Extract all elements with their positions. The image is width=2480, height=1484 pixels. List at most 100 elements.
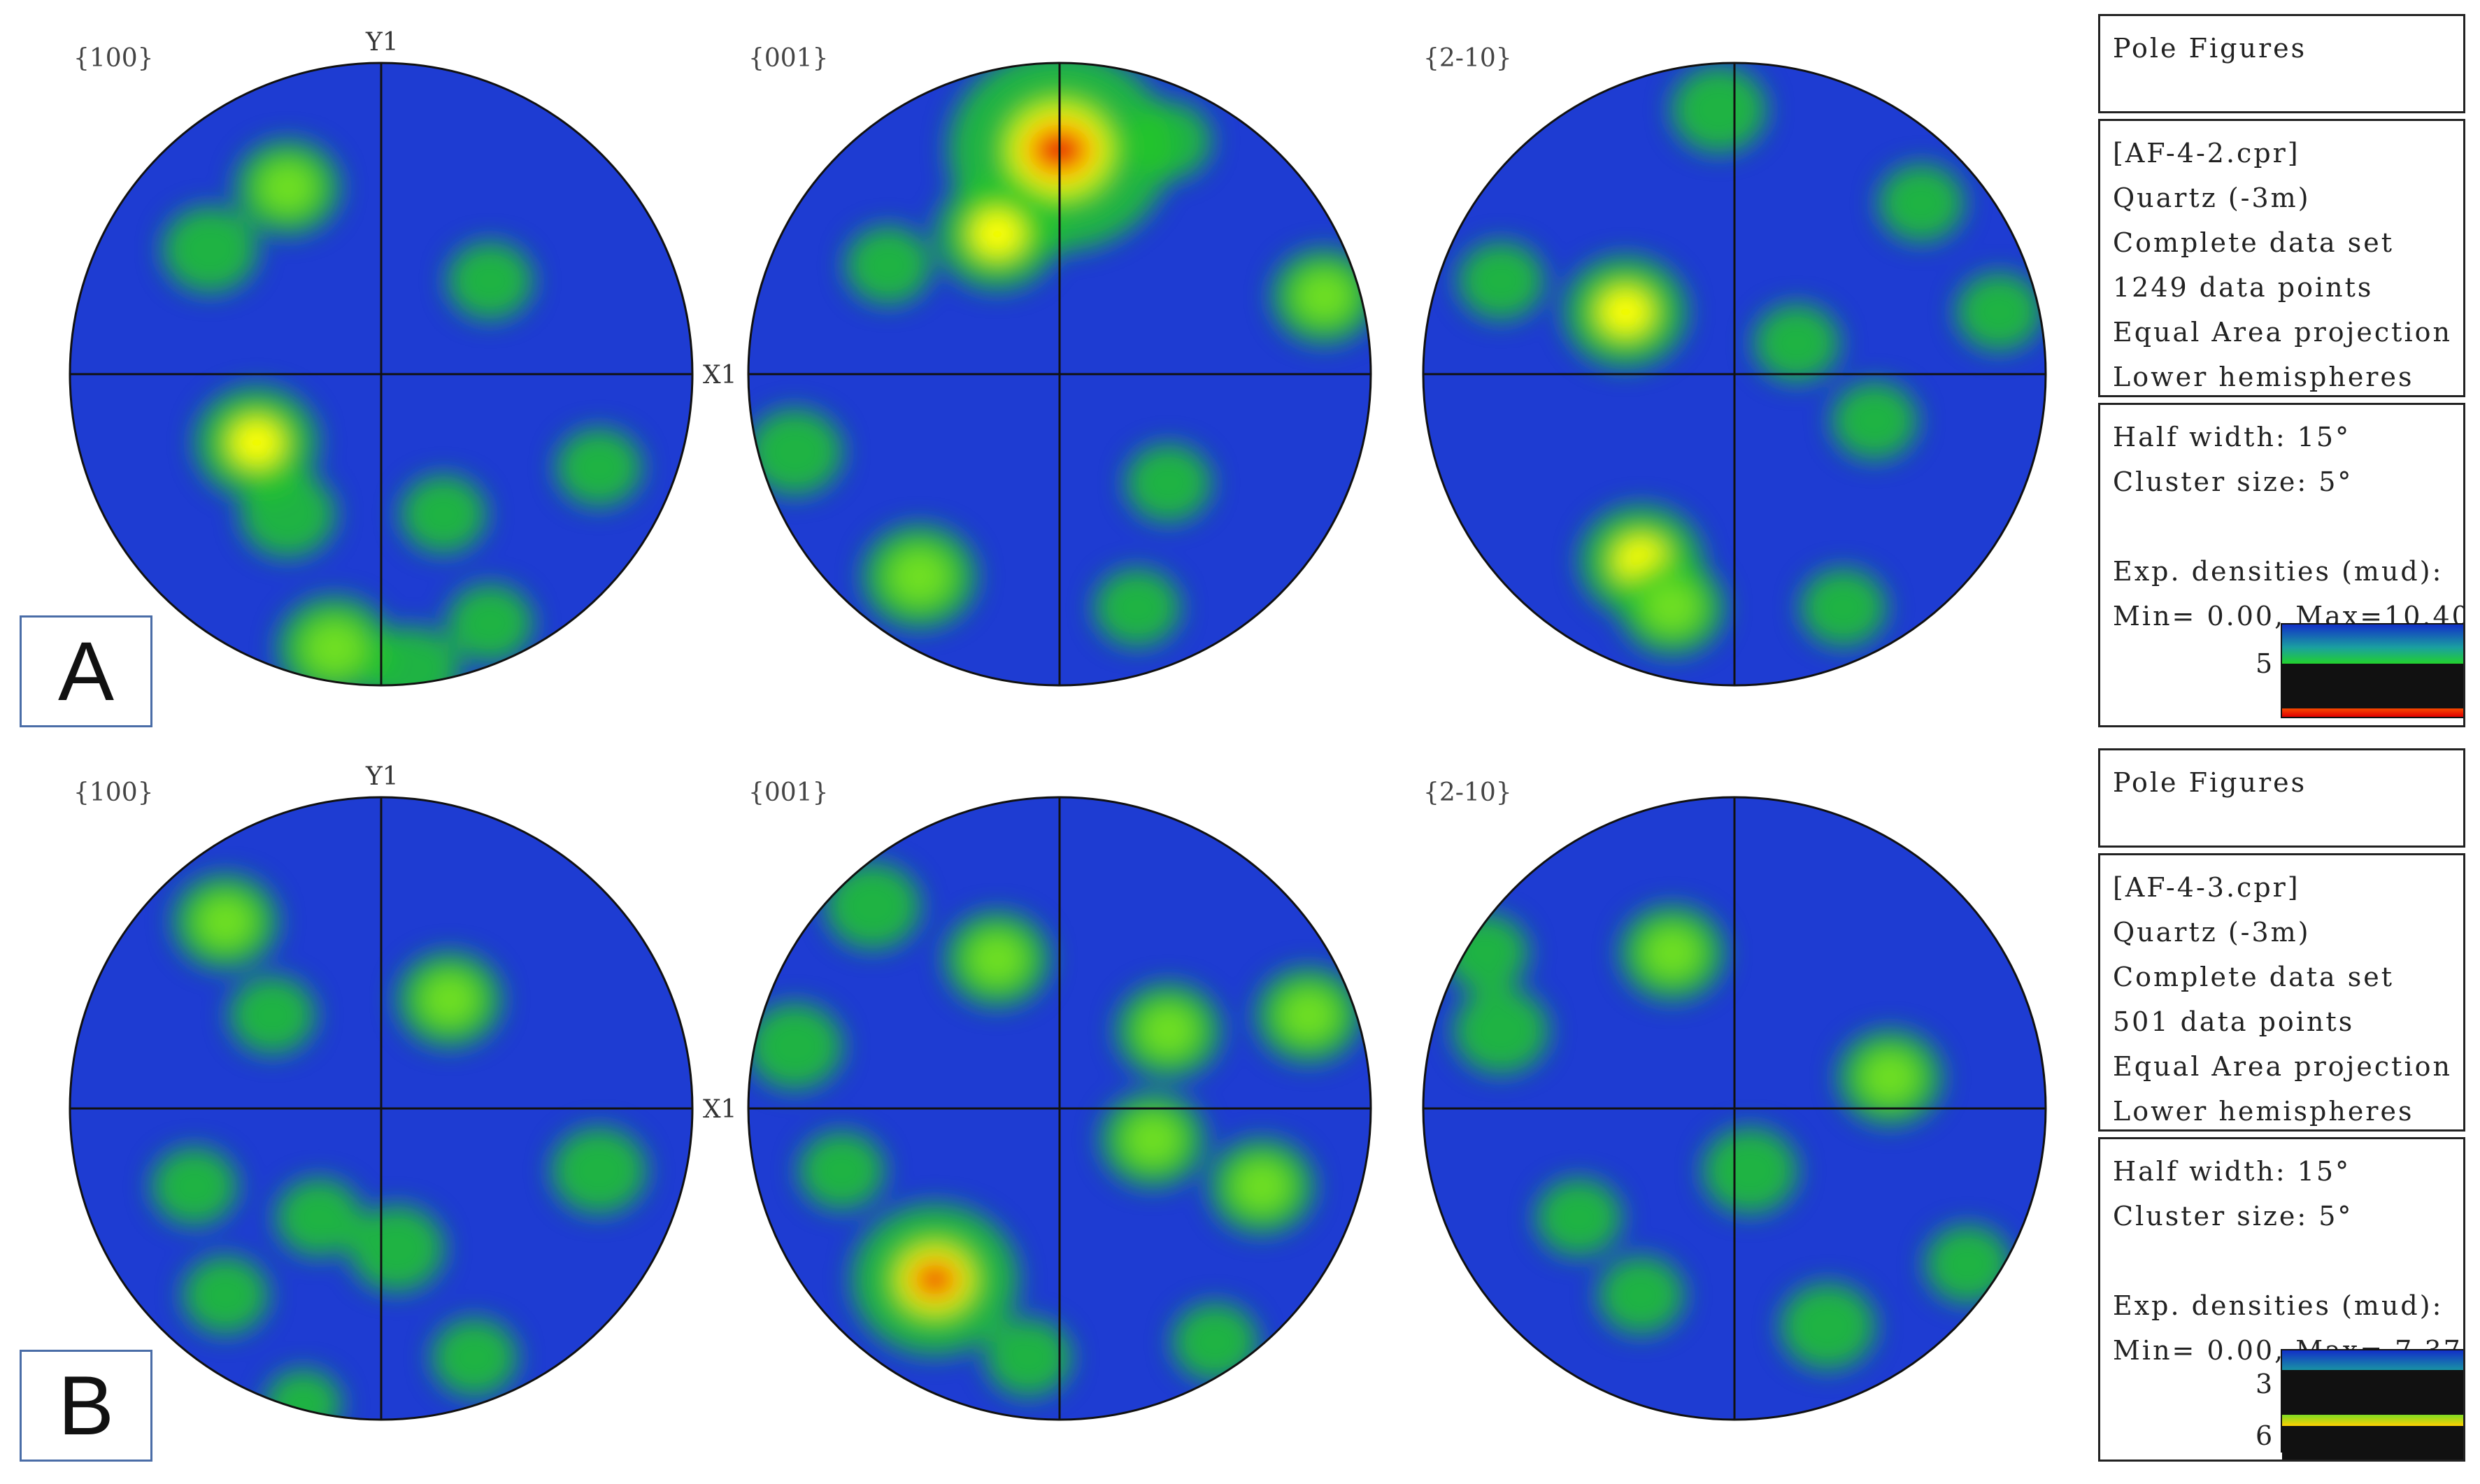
density-blob [985,1318,1072,1397]
density-blob [240,471,336,558]
y1-axis-label: Y1 [365,28,399,57]
subplot-title: {2-10} [1423,778,1512,807]
param-densities: Exp. densities (mud): [2113,1290,2444,1321]
dataset-points: 1249 data points [2113,272,2374,303]
density-blob [551,1127,647,1214]
density-core [1644,927,1701,979]
dataset-scope: Complete data set [2113,227,2395,258]
density-core [1124,1113,1182,1166]
density-blob [151,1147,238,1226]
density-blob [1094,568,1181,647]
dataset-scope: Complete data set [2113,962,2395,992]
pole-figure-2 [748,63,1371,685]
subplot-title: {100} [73,44,154,73]
subplot-title: {100} [73,778,154,807]
density-blob [555,428,643,507]
density-layer [1458,66,2042,655]
density-blob [1535,1178,1623,1257]
density-blob [1125,101,1212,180]
density-blob [1955,273,2042,351]
density-blob [825,862,921,950]
density-blob [1780,1283,1876,1370]
density-core [1600,290,1651,334]
y1-axis-label: Y1 [365,762,399,791]
density-blob [1442,913,1529,992]
param-halfwidth: Half width: 15° [2113,422,2351,452]
density-layer [162,140,643,685]
density-blob [798,1132,885,1210]
density-blob [748,408,843,496]
density-blob [162,206,258,293]
dataset-file: [AF-4-3.cpr] [2113,872,2300,903]
color-scale-a [2281,623,2463,718]
density-core [888,548,951,605]
x1-axis-label: X1 [703,1095,737,1124]
panel-label-a: A [20,615,152,727]
dataset-phase: Quartz (-3m) [2113,183,2311,213]
density-core [1295,270,1353,323]
density-blob [264,1369,342,1420]
density-core [1644,581,1701,634]
density-blob [364,626,460,685]
params-box-a: Half width: 15° Cluster size: 5° Exp. de… [2098,403,2465,727]
density-blob [1171,1302,1259,1381]
dataset-projection: Equal Area projection [2113,317,2452,348]
density-blob [845,226,932,305]
scale-tick-label: 5 [2255,648,2275,679]
density-layer [151,874,647,1420]
density-blob [229,976,315,1055]
density-layer [748,862,1361,1397]
params-box-b: Half width: 15° Cluster size: 5° Exp. de… [2098,1137,2465,1462]
pole-figure-row-a: {100} Y1 {001} X1 {2-10} Pole Figures [AF-4-… [0,0,2480,727]
pole-figures-a: {100} Y1 {001} X1 {2-10} [69,28,2047,687]
density-blob [182,1256,269,1334]
param-spacer [2113,504,2451,549]
density-blob [1925,1225,2011,1304]
density-blob [400,475,487,554]
density-core [259,161,317,214]
param-halfwidth: Half width: 15° [2113,1156,2351,1187]
header-title: Pole Figures [2113,33,2307,64]
density-blob [1453,987,1549,1074]
density-blob [349,1205,445,1292]
dataset-hemisphere: Lower hemispheres [2113,362,2414,392]
subplot-title: {001} [748,44,829,73]
density-blob [447,584,534,662]
density-blob [1597,1256,1685,1334]
subplot-title: {2-10} [1423,44,1512,73]
density-core [972,211,1022,257]
header-title: Pole Figures [2113,767,2307,798]
dataset-info-a: [AF-4-2.cpr] Quartz (-3m) Complete data … [2098,119,2465,397]
density-core [197,895,255,948]
scale-tick-line [2282,1426,2463,1460]
density-blob [1878,164,1965,243]
density-core [1861,1051,1919,1104]
header-box-b: Pole Figures [2098,748,2465,848]
density-blob [431,1318,518,1397]
param-clustersize: Cluster size: 5° [2113,1201,2353,1232]
density-blob [1800,568,1887,647]
dataset-info-b: [AF-4-3.cpr] Quartz (-3m) Complete data … [2098,853,2465,1132]
pole-figure-row-b: {100} Y1 {001} X1 {2-10} Pole Figures [AF-4-… [0,734,2480,1462]
color-scale-b [2281,1349,2463,1460]
param-clustersize: Cluster size: 5° [2113,466,2353,497]
density-blob [447,241,534,320]
param-densities: Exp. densities (mud): [2113,556,2444,587]
density-core [969,933,1026,985]
density-blob [1671,66,1767,153]
scale-tick-line [2282,1370,2463,1415]
header-box-a: Pole Figures [2098,14,2465,113]
density-core [303,619,366,677]
dataset-hemisphere: Lower hemispheres [2113,1096,2414,1127]
dataset-file: [AF-4-2.cpr] [2113,138,2300,169]
pole-figures-b: {100} Y1 {001} X1 {2-10} [69,762,2047,1421]
scale-tick-label: 3 [2255,1369,2275,1399]
x1-axis-label: X1 [703,361,737,390]
density-core [1280,989,1337,1041]
density-blob [1125,443,1212,522]
density-core [1139,1004,1197,1057]
density-blob [1831,381,1918,460]
density-blob [1753,304,1840,383]
dataset-phase: Quartz (-3m) [2113,917,2311,948]
density-blob [748,1003,843,1090]
